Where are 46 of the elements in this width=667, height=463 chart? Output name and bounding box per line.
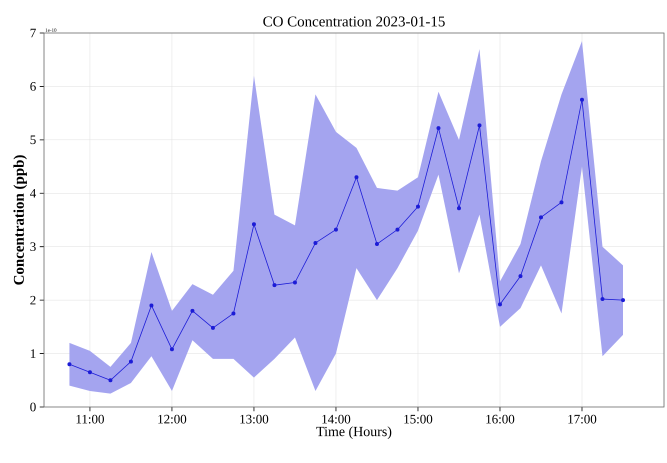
y-tick-label: 7 xyxy=(30,28,36,38)
point xyxy=(580,98,584,102)
y-tick-label: 4 xyxy=(30,189,36,198)
point xyxy=(252,222,256,226)
x-tick-label: 17:00 xyxy=(568,414,596,424)
y-tick-label: 0 xyxy=(30,402,36,412)
point xyxy=(313,240,318,245)
point xyxy=(272,283,276,288)
point xyxy=(190,308,194,313)
x-tick-label: 16:00 xyxy=(486,414,514,424)
point xyxy=(354,175,358,180)
point xyxy=(456,206,461,210)
x-tick-label: 14:00 xyxy=(322,414,350,424)
y-axis-title: Concentration (ppb) xyxy=(13,155,27,285)
point xyxy=(149,303,154,308)
x-tick-label: 11:00 xyxy=(76,414,104,424)
x-tick-label: 13:00 xyxy=(240,414,268,424)
y-tick-label: 1 xyxy=(30,349,36,358)
point xyxy=(67,362,72,366)
point xyxy=(477,123,482,128)
x-axis-title: Time (Hours) xyxy=(316,426,392,440)
chart-title: CO Concentration 2023-01-15 xyxy=(263,16,445,26)
point xyxy=(560,200,564,204)
y-tick-label: 2 xyxy=(30,296,36,304)
y-tick-label: 6 xyxy=(30,82,36,91)
point xyxy=(292,280,297,284)
point xyxy=(621,298,625,302)
x-tick-label: 12:00 xyxy=(158,414,186,424)
point xyxy=(538,215,543,220)
point xyxy=(210,326,215,330)
point xyxy=(334,228,338,232)
point xyxy=(518,274,522,278)
point xyxy=(498,302,502,306)
point xyxy=(231,311,236,316)
point xyxy=(436,126,440,130)
x-tick-label: 15:00 xyxy=(404,414,432,424)
point xyxy=(374,242,379,246)
point xyxy=(395,228,400,232)
point xyxy=(108,378,112,382)
point xyxy=(128,360,133,364)
point xyxy=(416,204,420,209)
point xyxy=(170,347,174,352)
y-tick-label: 5 xyxy=(30,136,36,144)
y-tick-label: 3 xyxy=(30,242,36,252)
point xyxy=(600,297,604,302)
point xyxy=(88,370,92,374)
